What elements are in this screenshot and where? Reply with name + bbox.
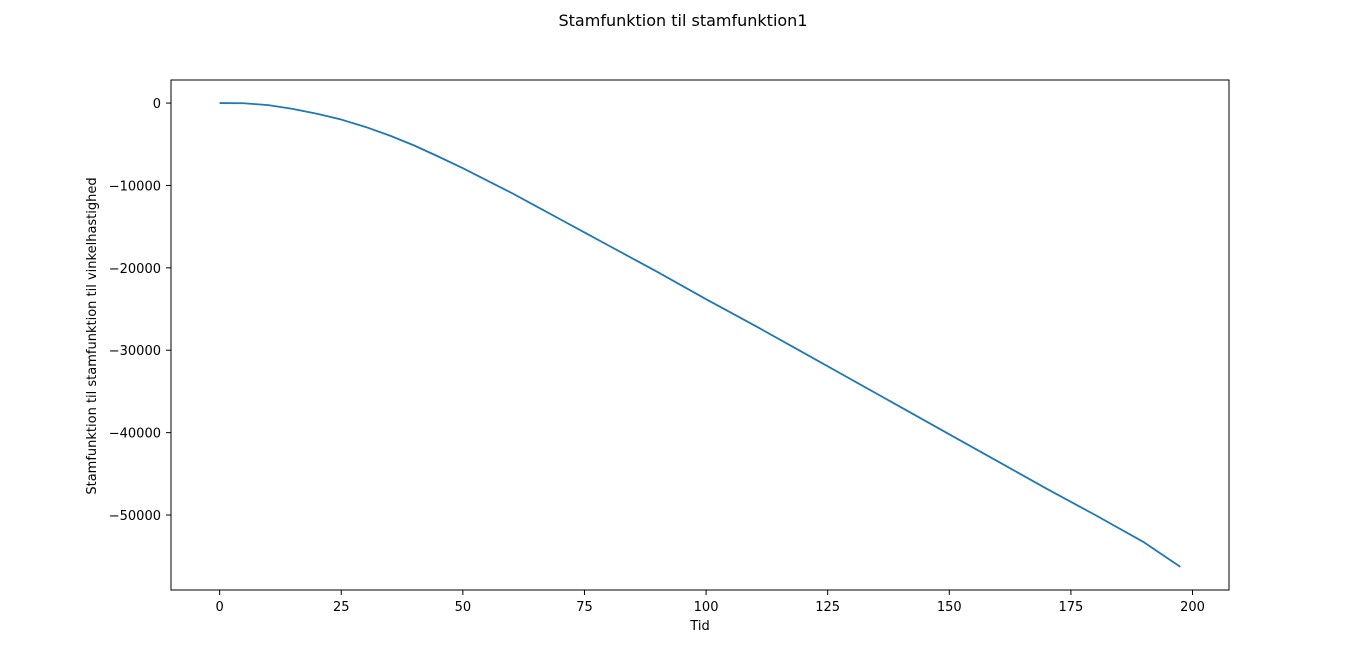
- series-layer: [219, 102, 1181, 568]
- x-axis: 0 25 50 75 100 125 150 175 200: [216, 590, 1205, 615]
- series-line-0: [219, 102, 1181, 568]
- plot-area-frame: [170, 79, 1230, 591]
- x-tick-label: 200: [1180, 600, 1205, 615]
- y-tick-label: −40000: [109, 427, 161, 442]
- x-tick-label: 25: [333, 600, 350, 615]
- y-tick-label: −20000: [109, 262, 161, 277]
- x-axis-label: Tid: [689, 619, 709, 634]
- x-tick-label: 75: [576, 600, 593, 615]
- x-tick-label: 0: [216, 600, 224, 615]
- chart-title: Stamfunktion til stamfunktion1: [559, 11, 808, 30]
- x-tick-label: 150: [937, 600, 962, 615]
- y-tick-label: −10000: [109, 179, 161, 194]
- y-tick-label: 0: [153, 97, 161, 112]
- x-tick-label: 100: [694, 600, 719, 615]
- x-tick-label: 50: [455, 600, 472, 615]
- x-tick-label: 125: [815, 600, 840, 615]
- y-tick-label: −50000: [109, 509, 161, 524]
- y-tick-label: −30000: [109, 344, 161, 359]
- x-tick-label: 175: [1058, 600, 1083, 615]
- y-axis-label: Stamfunktion til stamfunktion til vinkel…: [85, 177, 100, 494]
- y-axis: 0 −10000 −20000 −30000 −40000 −50000: [109, 97, 171, 524]
